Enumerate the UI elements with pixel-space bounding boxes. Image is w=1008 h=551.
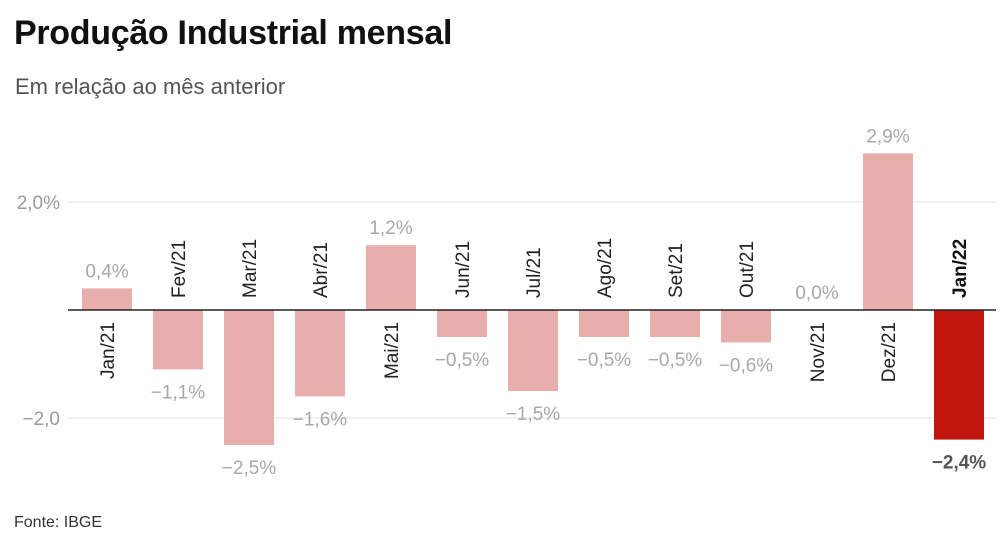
- month-label: Mai/21: [382, 322, 403, 379]
- month-label: Mar/21: [240, 239, 261, 298]
- value-label: 1,2%: [369, 218, 412, 239]
- month-label: Fev/21: [169, 240, 190, 298]
- chart-subtitle: Em relação ao mês anterior: [15, 74, 286, 99]
- bar: [295, 310, 345, 397]
- month-label: Jan/22: [950, 239, 971, 298]
- value-label: −0,5%: [648, 350, 703, 371]
- value-label: −1,6%: [293, 409, 348, 430]
- bar: [224, 310, 274, 445]
- value-label: 2,9%: [866, 126, 909, 147]
- value-label: −2,5%: [222, 458, 277, 479]
- y-tick-label: −2,0: [22, 409, 60, 430]
- value-label: −0,6%: [719, 355, 774, 376]
- month-label: Abr/21: [311, 242, 332, 298]
- value-label: −0,5%: [577, 350, 632, 371]
- value-label: −1,5%: [506, 404, 561, 425]
- bar: [579, 310, 629, 337]
- bar: [437, 310, 487, 337]
- month-label: Set/21: [666, 243, 687, 298]
- value-label: 0,4%: [85, 261, 128, 282]
- bar: [934, 310, 984, 440]
- month-label: Out/21: [737, 241, 758, 298]
- value-label: −2,4%: [932, 453, 987, 474]
- value-label: 0,0%: [795, 283, 838, 304]
- bar: [508, 310, 558, 391]
- month-label: Jul/21: [524, 247, 545, 298]
- chart-title: Produção Industrial mensal: [14, 14, 453, 52]
- value-label: −1,1%: [151, 382, 206, 403]
- month-label: Ago/21: [595, 238, 616, 298]
- bar: [82, 288, 132, 310]
- bar: [366, 245, 416, 310]
- bar: [153, 310, 203, 370]
- source-note: Fonte: IBGE: [14, 514, 103, 531]
- bar: [721, 310, 771, 343]
- bar: [863, 153, 913, 310]
- month-label: Nov/21: [808, 322, 829, 382]
- month-label: Jun/21: [453, 241, 474, 298]
- bar: [650, 310, 700, 337]
- month-label: Jan/21: [98, 322, 119, 379]
- y-tick-label: 2,0%: [17, 193, 60, 214]
- month-label: Dez/21: [879, 322, 900, 382]
- value-label: −0,5%: [435, 350, 490, 371]
